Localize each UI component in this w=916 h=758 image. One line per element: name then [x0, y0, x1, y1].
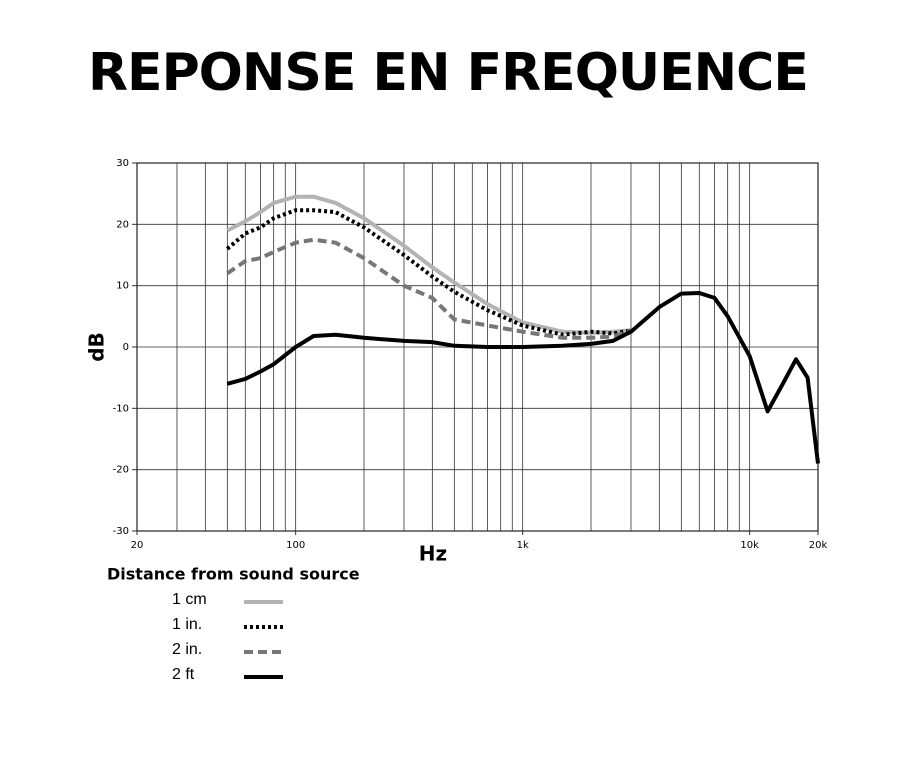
y-tick-label: 20: [116, 219, 129, 230]
chart-title: REPONSE EN FREQUENCE: [88, 43, 808, 103]
x-tick-label: 20: [131, 540, 144, 551]
series-line: [226, 291, 820, 464]
legend-title: Distance from sound source: [107, 565, 360, 584]
y-tick-label: 10: [116, 281, 129, 292]
x-tick-label: 10k: [740, 540, 759, 551]
x-tick-label: 1k: [517, 540, 529, 551]
y-tick-label: -20: [113, 465, 129, 476]
legend-label: 2 ft: [172, 666, 195, 683]
series-line: [226, 194, 632, 335]
y-tick-label: -30: [113, 526, 129, 537]
legend-label: 1 cm: [172, 591, 207, 608]
y-axis-label: dB: [85, 332, 109, 362]
series-line: [226, 237, 632, 340]
legend-label: 2 in.: [172, 641, 202, 658]
x-axis-label: Hz: [419, 542, 447, 566]
y-tick-label: 30: [116, 158, 129, 169]
legend-label: 1 in.: [172, 616, 202, 633]
x-tick-label: 100: [286, 540, 305, 551]
x-tick-label: 20k: [809, 540, 828, 551]
plot-frame: [136, 162, 819, 532]
series-line: [225, 208, 632, 337]
y-tick-label: -10: [113, 403, 129, 414]
y-tick-label: 0: [123, 342, 129, 353]
